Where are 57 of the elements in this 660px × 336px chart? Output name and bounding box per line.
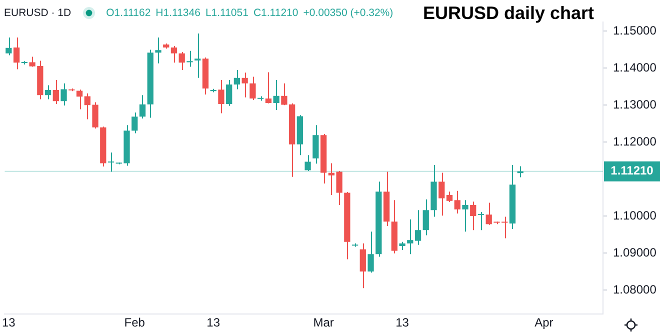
candlestick <box>44 84 52 100</box>
x-tick-label: Feb <box>124 316 146 330</box>
candlestick <box>304 154 311 172</box>
candlestick <box>218 80 224 114</box>
candlestick <box>265 72 272 104</box>
candlestick <box>186 50 193 68</box>
x-tick-label: Mar <box>313 316 334 330</box>
ref-line-label: 1.11210 <box>610 164 654 178</box>
candlestick <box>454 190 460 214</box>
y-tick-label: 1.13000 <box>613 97 657 112</box>
text: +0.00350 (+0.32%) <box>303 7 394 19</box>
candlestick <box>170 46 178 64</box>
y-tick-label: 1.09000 <box>613 245 657 260</box>
candlestick <box>194 32 201 78</box>
candlestick <box>438 172 445 216</box>
text: H1.11346 <box>156 7 200 19</box>
candlestick <box>422 198 429 236</box>
candlestick <box>52 80 59 105</box>
candlestick <box>132 112 138 134</box>
candlestick <box>446 191 453 203</box>
candlestick <box>234 70 240 90</box>
candlestick <box>226 80 232 106</box>
y-tick-label: 1.14000 <box>613 60 657 75</box>
candlestick <box>60 82 67 106</box>
text: O1.11162 <box>106 7 151 19</box>
candlestick <box>6 37 12 56</box>
text: L1.11051 <box>205 7 248 19</box>
candlestick <box>242 72 248 98</box>
y-tick-label: 1.10000 <box>613 208 657 222</box>
candlestick <box>139 94 146 119</box>
y-tick-label: 1.08000 <box>613 282 657 296</box>
candlestick <box>462 200 468 232</box>
candlestick <box>368 231 374 274</box>
candlestick <box>250 76 256 100</box>
candlestick <box>312 124 319 164</box>
x-tick-label: 13 <box>2 316 16 330</box>
candlestick <box>360 242 366 289</box>
candlestick <box>414 210 422 246</box>
candlestick <box>470 201 476 231</box>
candlestick <box>13 37 20 70</box>
text: EURUSD · 1D <box>4 7 72 19</box>
x-tick-label: 13 <box>396 316 410 330</box>
candlestick <box>155 37 162 64</box>
candlestick <box>178 51 185 71</box>
y-tick-label: 1.12000 <box>613 134 657 148</box>
x-tick-label: 13 <box>206 316 220 330</box>
chart-title: EURUSD daily chart <box>422 3 594 24</box>
candlestick <box>478 211 484 231</box>
y-tick-label: 1.15000 <box>613 24 657 38</box>
x-tick-label: Apr <box>534 316 554 330</box>
candlestick <box>108 152 114 172</box>
candlestick <box>92 102 98 129</box>
candlestick <box>76 89 83 110</box>
candlestick <box>273 80 280 110</box>
candlestick <box>84 92 90 120</box>
text: C1.11210 <box>253 7 298 19</box>
candlestick <box>407 218 414 255</box>
